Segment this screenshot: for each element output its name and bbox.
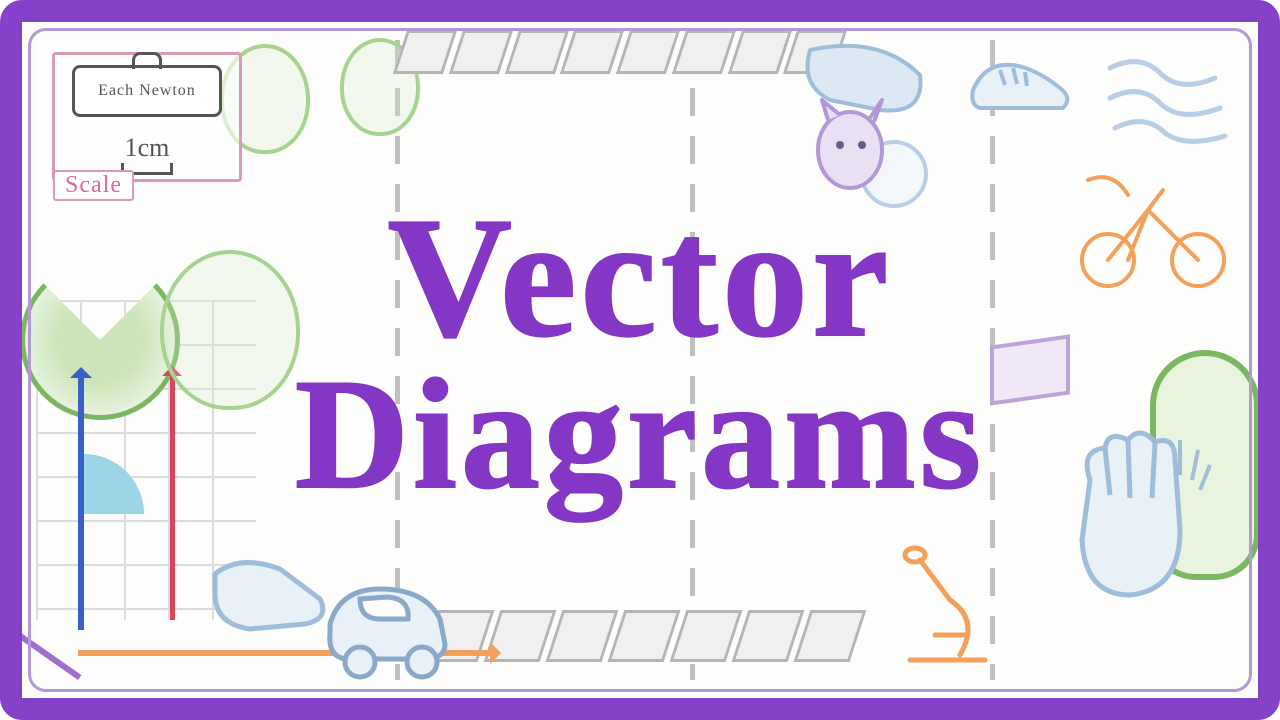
weight-label: Each Newton — [98, 82, 196, 100]
fist-icon — [1030, 420, 1230, 620]
title-line-1: Vector — [295, 197, 985, 360]
title: Vector Diagrams — [295, 197, 985, 510]
flag-icon — [990, 334, 1070, 405]
balloon-icon — [160, 250, 300, 410]
hand-pushing-car-icon — [210, 544, 470, 684]
title-card: Each Newton 1cm Scale Vector Diagrams — [0, 0, 1280, 720]
weight-icon: Each Newton — [72, 65, 222, 117]
protractor-icon — [20, 260, 180, 420]
wave-icon — [1100, 48, 1240, 148]
shoe-icon — [965, 50, 1075, 120]
bicycle-icon — [1068, 170, 1238, 290]
scale-legend: Each Newton 1cm Scale — [52, 52, 242, 182]
title-line-2: Diagrams — [295, 360, 985, 510]
y-axis-arrow — [78, 370, 84, 630]
scale-tag: Scale — [53, 170, 134, 201]
red-vector-arrow — [170, 370, 175, 620]
microscope-icon — [890, 540, 1000, 680]
unit-label: 1cm — [125, 133, 170, 163]
